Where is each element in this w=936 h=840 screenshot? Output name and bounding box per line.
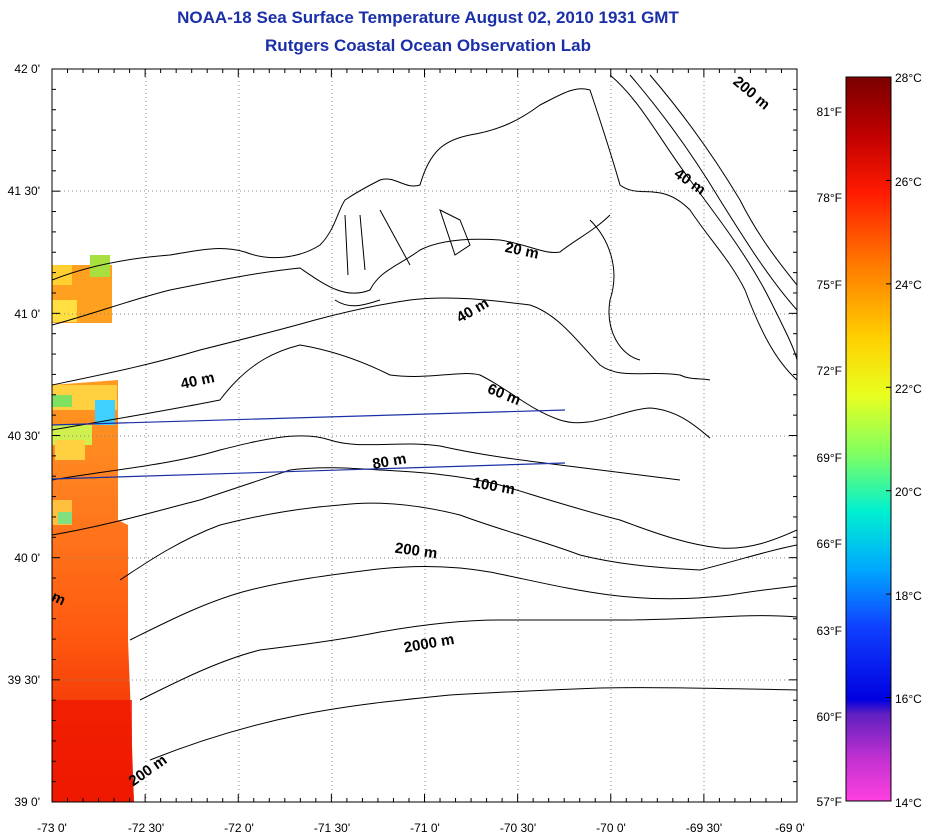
celsius-label: 28°C xyxy=(895,71,922,85)
contour-label: 200 m xyxy=(730,73,774,113)
glider-transects xyxy=(51,409,566,480)
fahrenheit-label: 72°F xyxy=(817,364,842,378)
lat-axis-labels: 39 0' 39 30' 40 0' 40 30' 41 0' 41 30' 4… xyxy=(8,62,40,809)
lat-tick-label: 41 0' xyxy=(14,307,40,321)
fahrenheit-label: 57°F xyxy=(817,795,842,809)
celsius-label: 20°C xyxy=(895,485,922,499)
fahrenheit-label: 78°F xyxy=(817,191,842,205)
contour-label: 200 m xyxy=(394,540,438,563)
lon-tick-label: -69 30' xyxy=(686,821,722,835)
celsius-label: 18°C xyxy=(895,589,922,603)
lon-tick-label: -71 0' xyxy=(410,821,440,835)
graticule xyxy=(52,69,797,802)
celsius-label: 14°C xyxy=(895,796,922,810)
contour-labels: 200 m 40 m 20 m 40 m 40 m 60 m 80 m 100 … xyxy=(49,73,773,790)
lon-tick-label: -71 30' xyxy=(314,821,350,835)
contour-label: m xyxy=(49,588,68,609)
lon-tick-label: -73 0' xyxy=(37,821,67,835)
colorbar-fahrenheit-labels: 81°F 78°F 75°F 72°F 69°F 66°F 63°F 60°F … xyxy=(817,105,842,809)
axis-ticks xyxy=(51,68,798,803)
bathymetry-contours xyxy=(52,74,797,761)
contour-label: 40 m xyxy=(671,165,709,199)
fahrenheit-label: 66°F xyxy=(817,537,842,551)
lon-tick-label: -69 0' xyxy=(775,821,805,835)
contour-label: 20 m xyxy=(503,239,540,263)
lon-tick-label: -70 0' xyxy=(596,821,626,835)
lon-tick-label: -70 30' xyxy=(500,821,536,835)
contour-label: 80 m xyxy=(371,450,408,473)
fahrenheit-label: 69°F xyxy=(817,451,842,465)
colorbar xyxy=(845,76,892,802)
contour-label: 100 m xyxy=(471,474,516,498)
lat-tick-label: 41 30' xyxy=(8,184,40,198)
map-title: NOAA-18 Sea Surface Temperature August 0… xyxy=(177,8,679,27)
lon-axis-labels: -73 0' -72 30' -72 0' -71 30' -71 0' -70… xyxy=(37,821,805,835)
fahrenheit-label: 75°F xyxy=(817,278,842,292)
map-subtitle: Rutgers Coastal Ocean Observation Lab xyxy=(265,36,591,55)
lon-tick-label: -72 0' xyxy=(224,821,254,835)
celsius-label: 26°C xyxy=(895,175,922,189)
celsius-label: 24°C xyxy=(895,278,922,292)
lon-tick-label: -72 30' xyxy=(128,821,164,835)
celsius-label: 16°C xyxy=(895,692,922,706)
contour-label: 60 m xyxy=(485,380,523,409)
sst-swath xyxy=(52,255,134,802)
contour-label: 2000 m xyxy=(403,631,456,657)
lat-tick-label: 40 0' xyxy=(14,551,40,565)
colorbar-celsius-labels: 28°C 26°C 24°C 22°C 20°C 18°C 16°C 14°C xyxy=(895,71,922,810)
fahrenheit-label: 60°F xyxy=(817,710,842,724)
lat-tick-label: 39 0' xyxy=(14,795,40,809)
colorbar-ticks xyxy=(886,76,891,802)
lat-tick-label: 39 30' xyxy=(8,673,40,687)
contour-label: 40 m xyxy=(179,369,216,393)
fahrenheit-label: 63°F xyxy=(817,624,842,638)
celsius-label: 22°C xyxy=(895,382,922,396)
lat-tick-label: 40 30' xyxy=(8,429,40,443)
fahrenheit-label: 81°F xyxy=(817,105,842,119)
lat-tick-label: 42 0' xyxy=(14,62,40,76)
